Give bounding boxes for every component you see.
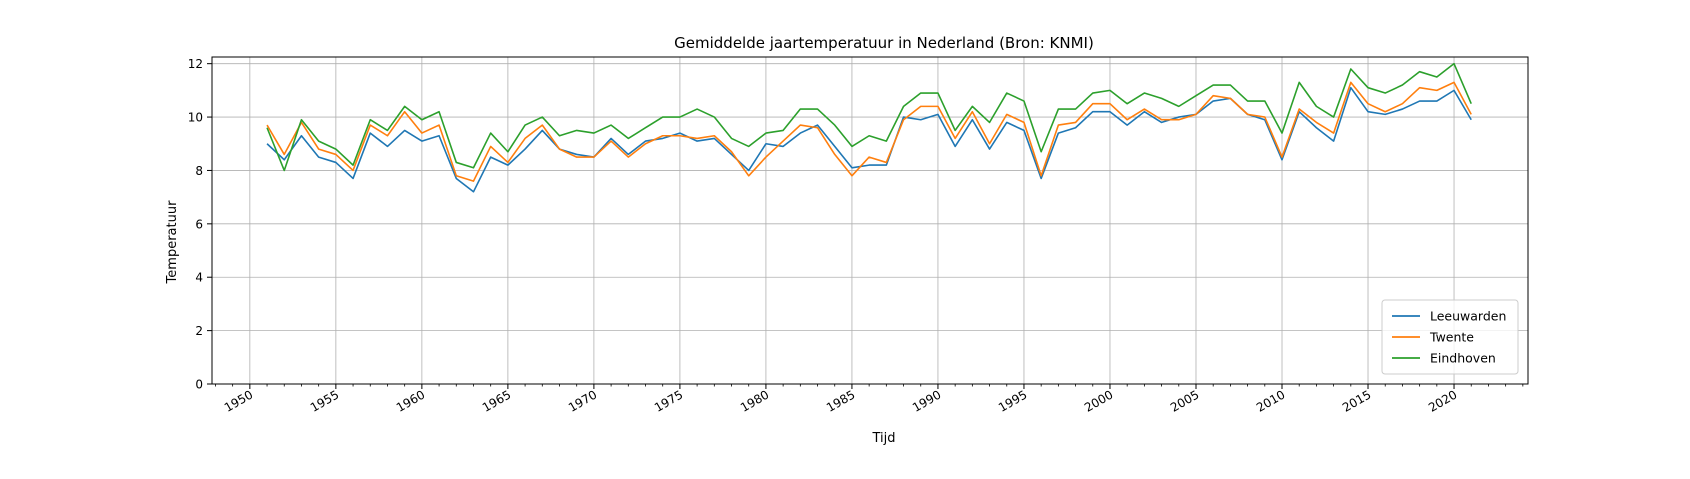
x-tick-label: 2000	[1082, 387, 1115, 414]
x-tick-label: 1985	[824, 387, 857, 414]
y-axis-label: Temperatuur	[165, 200, 180, 285]
series-line-eindhoven	[266, 62, 1472, 172]
series-line-leeuwarden	[266, 86, 1472, 193]
y-tick-label: 10	[188, 111, 203, 125]
series-line-twente	[266, 81, 1472, 182]
y-tick-label: 12	[188, 57, 203, 71]
x-tick-label: 2020	[1426, 387, 1459, 414]
x-tick-label: 1975	[652, 387, 685, 414]
x-tick-label: 2015	[1340, 387, 1373, 414]
y-axis-ticks: 0 2 4 6 8 10 12	[188, 57, 212, 392]
x-tick-label: 2010	[1254, 387, 1287, 414]
y-tick-label: 0	[195, 378, 203, 392]
legend: Leeuwarden Twente Eindhoven	[1381, 299, 1519, 375]
plot-frame	[211, 56, 1529, 385]
legend-label: Leeuwarden	[1430, 309, 1506, 324]
legend-box	[1381, 299, 1519, 375]
x-axis-ticks: 1950 1955 1960 1965 1970 1975 1980 1985 1990 1995…	[215, 384, 1524, 415]
y-tick-label: 4	[195, 271, 203, 285]
x-tick-label: 1950	[222, 387, 255, 414]
grid	[212, 57, 1528, 385]
series-lines	[266, 62, 1472, 193]
chart-title: Gemiddelde jaartemperatuur in Nederland …	[674, 34, 1094, 52]
x-tick-label: 1980	[738, 387, 771, 414]
x-axis-label: Tijd	[871, 431, 895, 446]
legend-label: Eindhoven	[1430, 351, 1496, 366]
x-tick-label: 1970	[566, 387, 599, 414]
y-tick-label: 8	[195, 164, 203, 178]
x-tick-label: 2005	[1168, 387, 1201, 414]
x-tick-label: 1965	[480, 387, 513, 414]
x-tick-label: 1960	[394, 387, 427, 414]
y-tick-label: 2	[195, 324, 203, 338]
x-tick-label: 1995	[996, 387, 1029, 414]
legend-label: Twente	[1429, 330, 1474, 345]
y-tick-label: 6	[195, 217, 203, 231]
x-tick-label: 1990	[910, 387, 943, 414]
x-tick-label: 1955	[308, 387, 341, 414]
